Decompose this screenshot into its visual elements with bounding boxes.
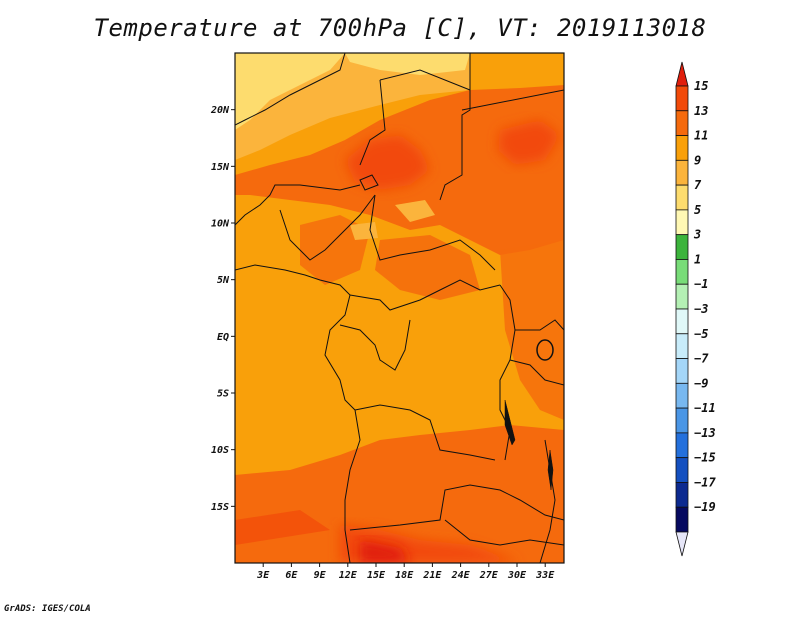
colorbar-box (675, 184, 689, 211)
border-car-north (369, 194, 496, 271)
colorbar-box (675, 283, 689, 310)
field-patch-7-9 (395, 200, 435, 222)
border-libya-south (379, 69, 471, 91)
colorbar-label: −9 (694, 376, 708, 390)
border-tanzania (509, 359, 564, 386)
border-nigeria (279, 194, 376, 261)
field-sahara-ne-5-7 (345, 53, 470, 75)
colorbar-box (675, 407, 689, 434)
border-egypt-sudan (461, 89, 564, 111)
colorbar-label: −7 (694, 352, 709, 366)
border-algeria-niger (235, 53, 346, 126)
field-sahara-5-7 (235, 53, 345, 130)
border-malawi (539, 439, 556, 563)
x-tick-label: 6E (285, 570, 298, 581)
colorbar-label: −11 (694, 401, 716, 415)
border-niger-chad (359, 79, 386, 166)
colorbar-label: −5 (694, 327, 708, 341)
x-tick-label: 15E (367, 570, 386, 581)
border-botswana (444, 519, 564, 546)
border-zambia (349, 484, 564, 531)
chart-title: Temperature at 700hPa [C], VT: 201911301… (93, 14, 707, 42)
colorbar-label: 5 (694, 203, 701, 217)
colorbar-box (675, 234, 689, 260)
colorbar-bottom-arrow (675, 531, 689, 557)
temperature-field (235, 53, 564, 563)
colorbar-box (675, 432, 689, 459)
colorbar: 15 13 11 9 7 5 3 1 −1 −3 −5 −7 −9 −11 −13 −15 −17 −19 (675, 61, 716, 557)
colorbar-box (675, 209, 689, 236)
x-tick-label: 21E (422, 570, 442, 581)
colorbar-box (675, 333, 689, 359)
colorbar-label: 11 (694, 129, 708, 143)
y-tick-label: 5S (217, 389, 229, 400)
y-tick-label: 15N (211, 162, 230, 173)
field-sw-13-15 (235, 510, 330, 545)
lake-chad (359, 174, 379, 191)
colorbar-box (675, 85, 689, 112)
colorbar-label: −3 (694, 302, 708, 316)
x-tick-label: 18E (395, 570, 414, 581)
field-car-11-13 (375, 235, 480, 300)
y-tick-label: 20N (210, 105, 230, 116)
colorbar-label: −19 (694, 500, 716, 514)
colorbar-label: 3 (693, 228, 701, 242)
lake-victoria (536, 339, 554, 361)
y-tick-label: 10N (211, 219, 230, 230)
x-tick-label: 24E (451, 570, 471, 581)
colorbar-label: −17 (694, 475, 716, 489)
footer-credit: GrADS: IGES/COLA (4, 604, 91, 614)
x-tick-label: 27E (479, 570, 499, 581)
colorbar-box (675, 135, 689, 161)
borders (235, 53, 564, 563)
colorbar-box (675, 259, 689, 285)
colorbar-box (675, 457, 689, 483)
colorbar-label: −13 (694, 426, 716, 440)
colorbar-top-arrow (675, 61, 689, 87)
x-tick-label: 3E (256, 570, 270, 581)
border-uganda (515, 319, 564, 331)
colorbar-box (675, 506, 689, 533)
colorbar-label: 1 (694, 252, 701, 266)
border-congo-car (349, 279, 501, 311)
field-patch2-7-9 (350, 222, 378, 240)
y-axis: 20N 15N 10N 5N EQ 5S 10S 15S (210, 105, 235, 513)
colorbar-label: −1 (694, 277, 708, 291)
colorbar-label: 15 (694, 79, 708, 93)
colorbar-label: 13 (694, 104, 708, 118)
lake-malawi (547, 449, 554, 491)
border-egypt-sudan-chad (439, 53, 471, 201)
colorbar-box (675, 159, 689, 186)
y-tick-label: EQ (217, 332, 229, 343)
colorbar-box (675, 110, 689, 136)
x-axis: 3E 6E 9E 12E 15E 18E 21E 24E 27E 30E 33E (256, 563, 555, 581)
field-sudan-13-15 (498, 120, 560, 165)
y-tick-label: 10S (211, 445, 229, 456)
border-gabon-congo (339, 319, 411, 371)
map-frame (234, 52, 565, 564)
y-tick-label: 5N (217, 275, 230, 286)
colorbar-box (675, 358, 689, 384)
lakes (359, 174, 554, 491)
colorbar-box (675, 482, 689, 508)
border-sahel (235, 184, 361, 226)
colorbar-box (675, 308, 689, 335)
colorbar-label: 7 (694, 178, 702, 192)
x-tick-label: 12E (339, 570, 358, 581)
x-tick-label: 33E (535, 570, 555, 581)
coast-angola (344, 409, 361, 563)
colorbar-label: −15 (694, 451, 716, 465)
colorbar-box (675, 382, 689, 409)
y-tick-label: 15S (211, 502, 229, 513)
x-tick-label: 30E (507, 570, 527, 581)
x-tick-label: 9E (314, 570, 327, 581)
colorbar-label: 9 (694, 153, 701, 167)
field-south-15 (360, 540, 410, 563)
border-drc-angola (354, 404, 496, 461)
lake-tanganyika (504, 399, 516, 446)
